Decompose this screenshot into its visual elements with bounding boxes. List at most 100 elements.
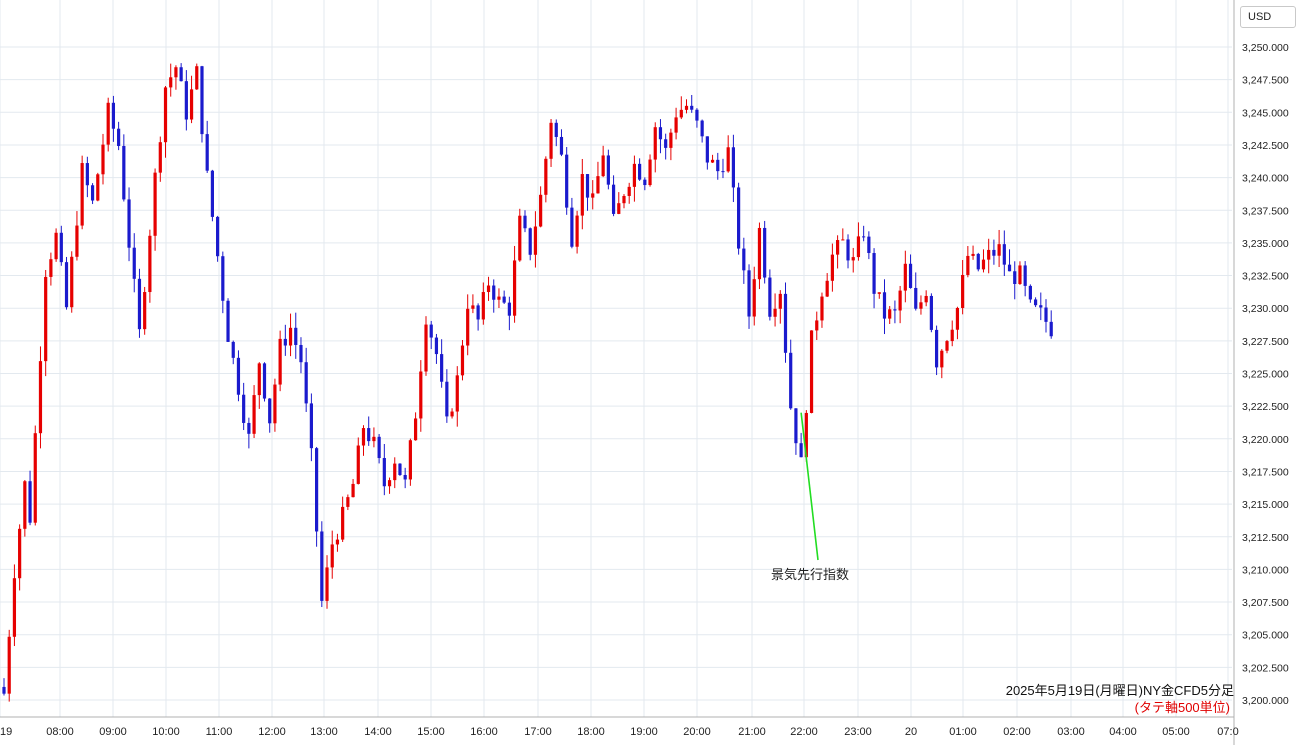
candle-up (653, 127, 657, 160)
y-tick-label: 3,232.500 (1242, 271, 1289, 283)
candle-up (18, 528, 22, 579)
y-tick-label: 3,250.000 (1242, 42, 1289, 54)
candle-down (127, 199, 131, 248)
candle-down (205, 134, 209, 171)
candle-down (794, 408, 798, 444)
x-tick-label: 07:0 (1217, 726, 1238, 738)
candle-up (596, 176, 600, 194)
candle-down (992, 249, 996, 256)
candle-down (1007, 264, 1012, 272)
annotation-label: 景気先行指数 (771, 567, 850, 582)
candle-down (315, 448, 319, 532)
candle-down (893, 309, 897, 311)
candle-down (299, 344, 303, 363)
candle-up (189, 89, 194, 120)
candle-down (184, 81, 188, 120)
candle-up (278, 338, 282, 385)
candle-up (413, 418, 418, 441)
x-tick-label: 20:00 (683, 726, 711, 738)
candle-up (387, 480, 392, 487)
chart-caption: 2025年5月19日(月曜日)NY金CFD5分足 (1005, 683, 1234, 698)
candle-down (492, 285, 496, 300)
x-tick-label: 04:00 (1109, 726, 1137, 738)
y-tick-label: 3,202.500 (1242, 662, 1289, 674)
candle-down (705, 136, 709, 163)
x-tick-label: 18:00 (577, 726, 605, 738)
annotation-pointer (800, 412, 819, 561)
candle-down (179, 67, 183, 82)
x-tick-label: 17:00 (524, 726, 552, 738)
candle-up (70, 256, 74, 308)
candle-down (283, 338, 287, 346)
y-tick-label: 3,235.000 (1242, 238, 1289, 250)
candle-down (643, 179, 647, 186)
candle-down (429, 324, 433, 338)
x-tick-label: 16:00 (470, 726, 498, 738)
candle-down (523, 215, 527, 229)
candle-up (601, 155, 605, 177)
y-tick-label: 3,207.500 (1242, 597, 1289, 609)
currency-badge[interactable]: USD (1240, 6, 1296, 28)
y-tick-label: 3,217.500 (1242, 466, 1289, 478)
candle-up (898, 290, 902, 311)
candle-up (830, 254, 834, 281)
candles (2, 63, 1053, 702)
y-tick-label: 3,200.000 (1242, 695, 1289, 707)
candle-down (606, 155, 610, 185)
candle-up (372, 436, 376, 442)
candle-up (924, 295, 928, 303)
candle-up (961, 274, 965, 308)
candle-down (783, 293, 788, 353)
candle-up (106, 102, 110, 145)
candle-up (987, 249, 991, 260)
x-tick-label: 14:00 (364, 726, 392, 738)
candle-up (841, 239, 845, 241)
candle-up (955, 307, 960, 330)
candle-up (669, 132, 673, 148)
candle-up (617, 203, 621, 214)
candle-down (862, 236, 866, 238)
candle-up (54, 232, 58, 260)
candle-up (533, 226, 538, 255)
candle-down (914, 287, 918, 309)
candle-down (309, 403, 313, 449)
candle-up (752, 279, 756, 317)
x-tick-label: 05:00 (1162, 726, 1190, 738)
x-tick-label: 19 (0, 726, 12, 738)
candle-up (393, 463, 397, 481)
annotation-layer (800, 412, 819, 561)
candle-down (700, 120, 704, 137)
candle-up (325, 567, 329, 601)
candle-up (101, 144, 105, 175)
y-tick-label: 3,237.500 (1242, 205, 1289, 217)
candle-up (591, 193, 595, 198)
candle-down (507, 302, 511, 316)
candle-down (111, 102, 116, 129)
candle-up (257, 363, 261, 396)
candle-down (320, 531, 324, 601)
candle-down (117, 128, 121, 146)
candle-down (690, 105, 694, 110)
candle-down (377, 436, 381, 459)
y-tick-label: 3,205.000 (1242, 630, 1289, 642)
candle-up (950, 329, 954, 342)
candle-down (1013, 271, 1017, 284)
x-axis[interactable]: 19 08:00 09:00 10:00 11:00 12:00 13:00 14:00 15:… (0, 716, 1239, 738)
candle-down (638, 163, 642, 180)
candle-down (1039, 305, 1043, 308)
candle-down (789, 352, 793, 409)
candle-down (367, 428, 371, 442)
candle-up (252, 395, 256, 434)
candle-up (809, 330, 814, 413)
candle-down (528, 228, 532, 255)
candle-up (820, 296, 824, 321)
y-axis[interactable]: 3,200.000 3,202.500 3,205.000 3,207.500 3,21… (1233, 0, 1289, 745)
candle-up (455, 375, 459, 412)
candle-down (434, 337, 439, 355)
candle-down (737, 187, 741, 249)
x-tick-label: 11:00 (206, 726, 233, 738)
candle-up (330, 544, 334, 568)
x-tick-label: 08:00 (46, 726, 74, 738)
